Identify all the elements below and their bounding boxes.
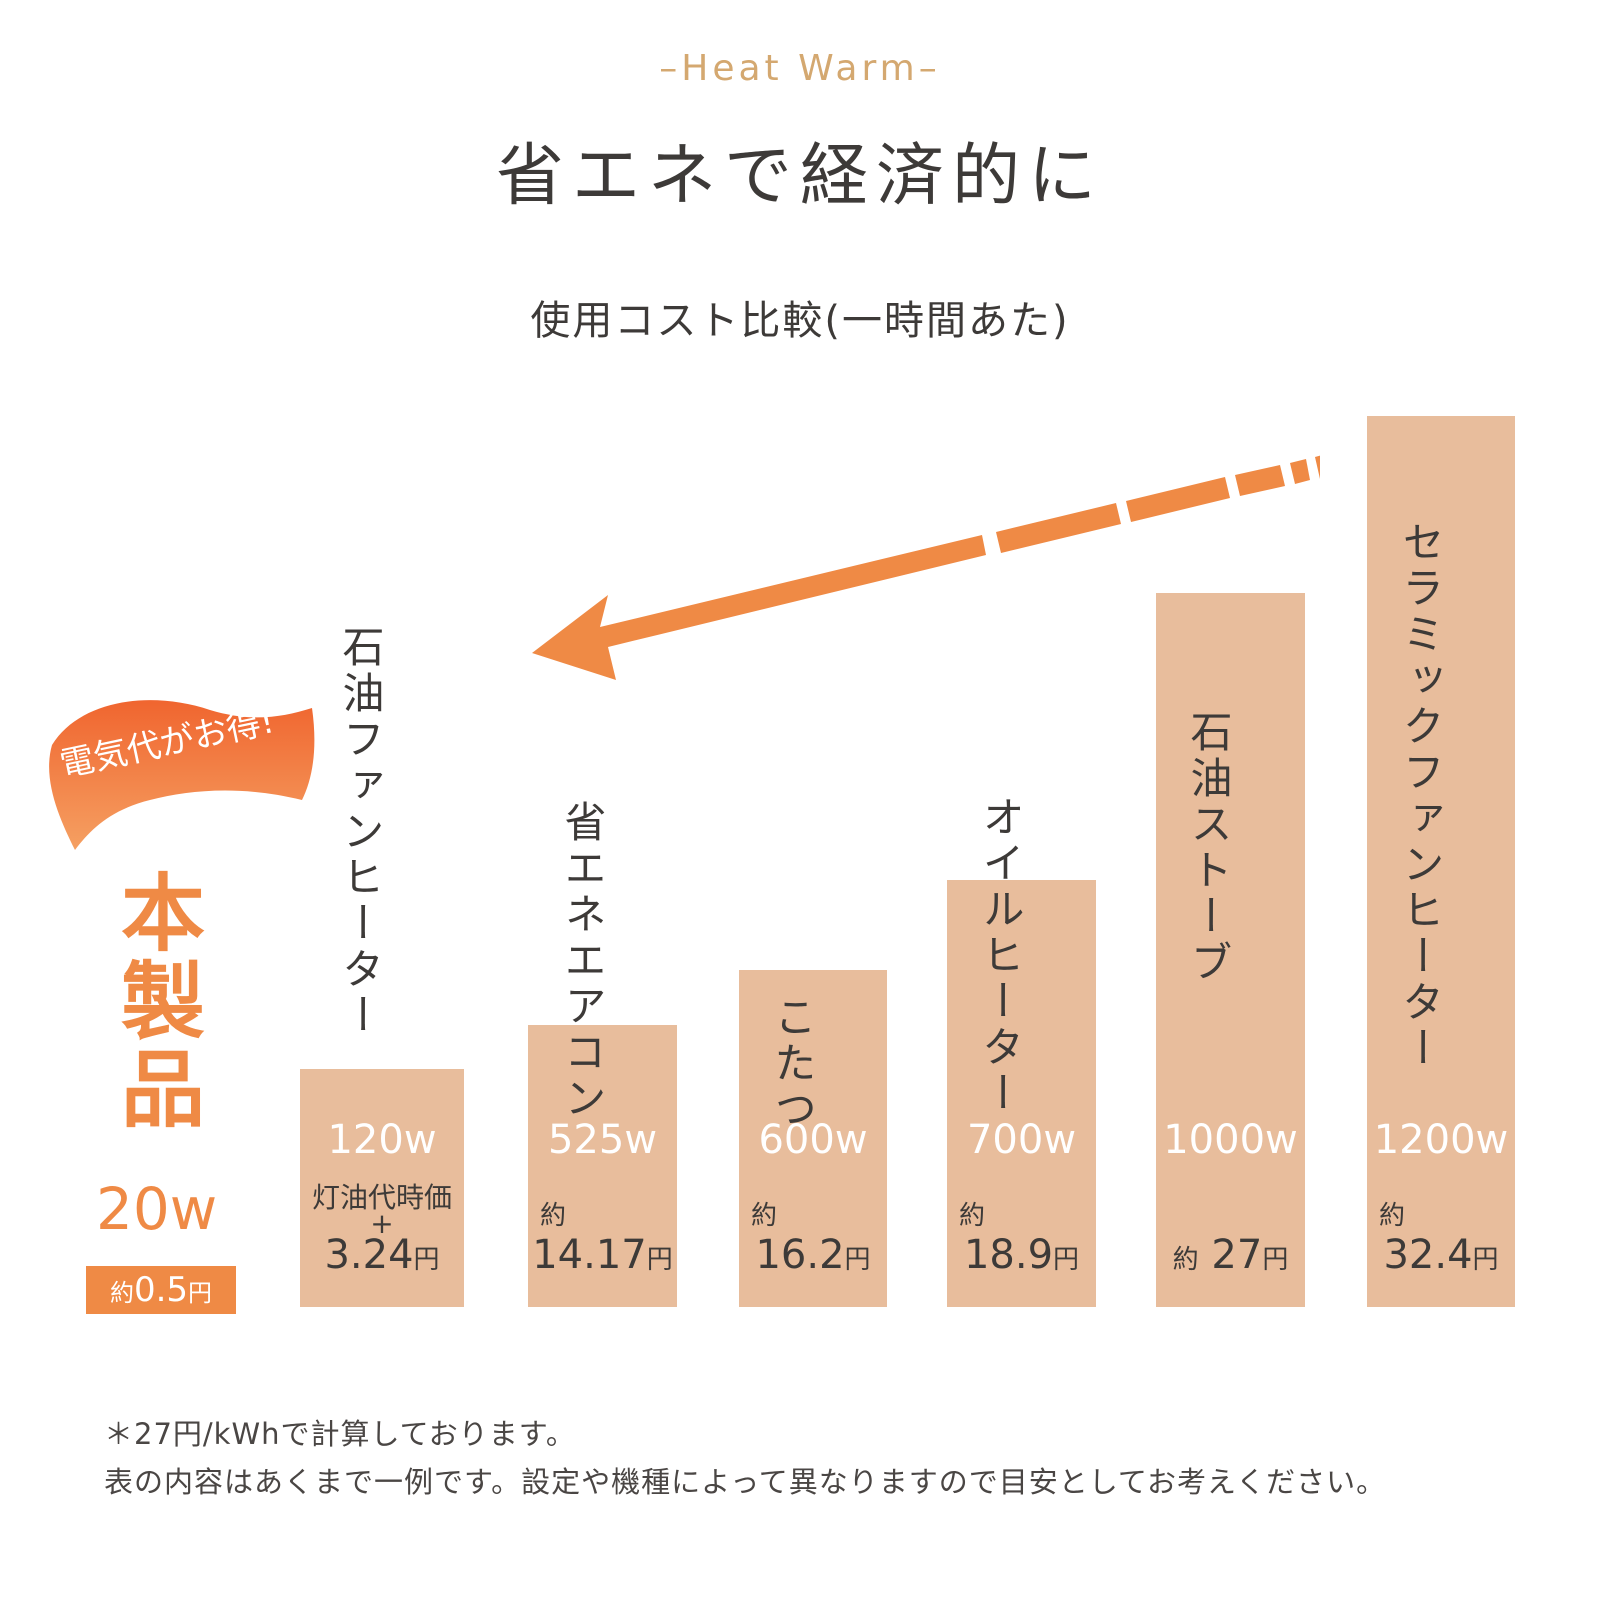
bar-category-label: オイルヒーター	[976, 795, 1025, 1117]
bar-watt: 1200w	[1373, 1117, 1509, 1163]
yen-unit: 円	[1472, 1245, 1499, 1275]
bar-category-label: 石油ファンヒーター	[336, 625, 385, 1039]
eyebrow-heat-warm: –Heat Warm–	[659, 48, 941, 89]
bar-cost-value: 27	[1211, 1232, 1263, 1278]
bar-cost: 32.4円	[1367, 1232, 1515, 1278]
bar-cost-prefix: 約	[751, 1201, 778, 1231]
bar-cost-prefix: 約	[1172, 1245, 1199, 1275]
bar-watt: 600w	[758, 1117, 868, 1163]
yen-unit: 円	[413, 1245, 440, 1275]
arrow-head-segment	[532, 535, 986, 680]
bar-cost-value: 3.24	[324, 1232, 414, 1278]
bar-cost: 約 27円	[1156, 1232, 1305, 1278]
bar-5: 1000w 約 27円	[1156, 593, 1305, 1307]
bar-watt: 700w	[966, 1117, 1077, 1163]
bar-cost-prefix: 約	[540, 1201, 567, 1231]
wave-badge	[49, 700, 315, 850]
bar-category-label: 石油ストーブ	[1184, 710, 1233, 986]
yen-unit: 円	[1053, 1245, 1080, 1275]
bar-4: 700w 約 18.9円	[947, 880, 1096, 1307]
bar-watt: 1000w	[1163, 1117, 1298, 1163]
product-cost-box: 約0.5円	[86, 1266, 236, 1314]
bar-6: 1200w 約 32.4円	[1367, 416, 1515, 1307]
chart-subtitle: 使用コスト比較(一時間あた)	[530, 298, 1070, 344]
footnote-disclaimer: 表の内容はあくまで一例です。設定や機種によって異なりますので目安としてお考えくだ…	[104, 1465, 1387, 1499]
bar-cost: 18.9円	[947, 1232, 1096, 1278]
arrow-dash	[1290, 459, 1310, 484]
bar-cost-prefix: 灯油代時価 +	[311, 1181, 452, 1240]
yen-unit: 円	[844, 1245, 871, 1275]
bar-cost-value: 16.2	[755, 1232, 845, 1278]
bar-cost-value: 32.4	[1383, 1232, 1473, 1278]
arrow-dash	[1315, 455, 1320, 479]
footnotes: ＊27円/kWhで計算しております。 表の内容はあくまで一例です。設定や機種によ…	[104, 1410, 1386, 1506]
bar-watt: 525w	[547, 1117, 658, 1163]
bar-cost-value: 18.9	[963, 1232, 1054, 1278]
approx-label: 約	[109, 1279, 134, 1307]
bar-cost: 3.24円	[300, 1232, 464, 1278]
bar-2: 525w 約 14.17円	[528, 1025, 677, 1307]
bar-1: 120w 灯油代時価 +3.24円	[300, 1069, 464, 1307]
page-title: 省エネで経済的に	[495, 137, 1104, 216]
bar-category-label: セラミックファンヒーター	[1396, 520, 1445, 1072]
bar-cost-value: 14.17	[532, 1232, 647, 1278]
bar-category-label: 省エネエアコン	[558, 800, 607, 1122]
arrow-dash	[1126, 477, 1230, 522]
arrow-dash	[996, 503, 1121, 553]
yen-unit: 円	[646, 1245, 673, 1275]
arrow-dash	[1235, 465, 1285, 496]
bar-cost-prefix: 約	[1379, 1201, 1406, 1231]
arrow-icon	[532, 455, 1320, 680]
bar-cost: 16.2円	[739, 1232, 887, 1278]
footnote-rate: ＊27円/kWhで計算しております。	[104, 1417, 576, 1451]
yen-unit: 円	[188, 1279, 213, 1307]
yen-unit: 円	[1262, 1245, 1289, 1275]
bar-3: 600w 約 16.2円	[739, 970, 887, 1307]
product-name: 本製品	[120, 865, 205, 1140]
bar-category-label: こたつ	[768, 995, 817, 1133]
bar-cost-prefix: 約	[959, 1201, 986, 1231]
product-cost-value: 0.5	[133, 1270, 189, 1310]
bar-watt: 120w	[327, 1117, 437, 1163]
bar-cost: 14.17円	[528, 1232, 677, 1278]
product-watt: 20w	[96, 1175, 218, 1243]
